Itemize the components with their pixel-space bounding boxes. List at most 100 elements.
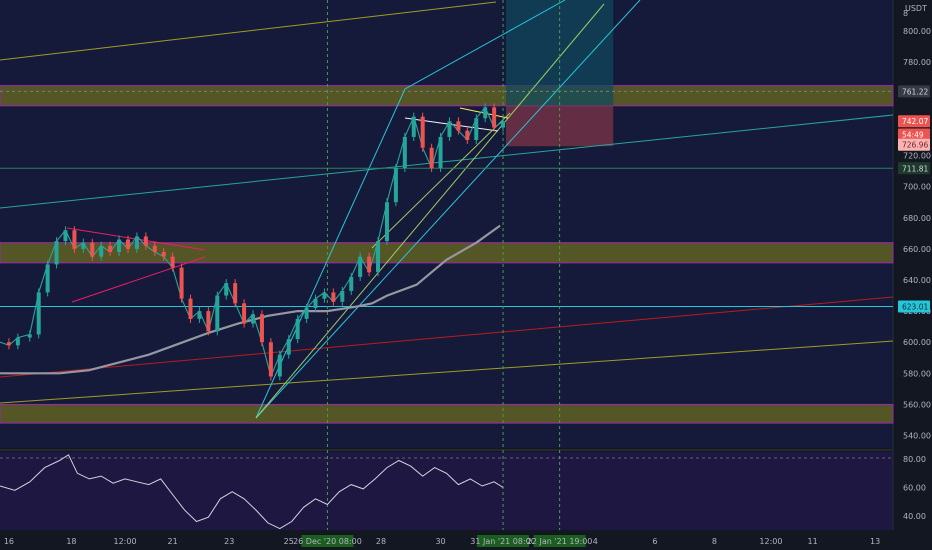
- oscillator-pane: [0, 452, 893, 530]
- long-trend-line-lower[interactable]: [0, 340, 894, 404]
- candle-body: [81, 242, 86, 249]
- candle-body: [63, 230, 68, 242]
- price-tick-label: 660.00: [903, 245, 931, 254]
- candle-body: [483, 107, 488, 119]
- time-highlight-label-1: 26 Dec '20 08:00: [293, 537, 362, 546]
- wedge-lower[interactable]: [71, 256, 206, 303]
- support-resistance-zones: [0, 85, 894, 424]
- top-tick-label: 8: [903, 9, 908, 18]
- candle-body: [331, 292, 336, 302]
- candle-body: [188, 298, 193, 319]
- candle-body: [72, 230, 77, 249]
- candle-body: [90, 242, 95, 257]
- price-tag-5: 711.81: [902, 164, 928, 173]
- time-tick-label: 18: [66, 537, 76, 546]
- long-trend-line-green[interactable]: [0, 114, 894, 209]
- time-tick-label: 12:00: [113, 537, 136, 546]
- oscillator-tick-label: 80.00: [903, 455, 926, 464]
- oscillator-tick-label: 40.00: [903, 512, 926, 521]
- candle-body: [233, 283, 238, 304]
- price-tag-2: 742.07: [902, 117, 928, 126]
- price-tag-1: 761.22: [902, 87, 928, 96]
- candle-body: [161, 252, 166, 257]
- vertical-markers[interactable]: [326, 0, 561, 530]
- candle-body: [376, 241, 381, 273]
- time-tick-label: 11: [808, 537, 818, 546]
- time-tick-label: 13: [870, 537, 880, 546]
- time-tick-label: 6: [652, 537, 657, 546]
- price-tag-bg-4: [898, 138, 930, 151]
- oscillator-tick-label: 60.00: [903, 483, 926, 492]
- price-tick-label: 700.00: [903, 183, 931, 192]
- time-highlight-bg-2: [477, 535, 530, 547]
- candle-body: [438, 136, 443, 168]
- time-tick-label: 23: [224, 537, 234, 546]
- time-tick-label: 4: [593, 537, 598, 546]
- candle-body: [295, 318, 300, 340]
- channel-line-2[interactable]: [255, 0, 641, 419]
- candle-body: [54, 241, 59, 265]
- time-highlight-label-3: 22 Jan '21 19:00: [527, 537, 593, 546]
- candle-body: [197, 311, 202, 319]
- candle-body: [125, 239, 130, 249]
- price-tag-bg-5: [898, 162, 930, 175]
- time-tick-label: 25: [284, 537, 294, 546]
- pennant-upper[interactable]: [404, 117, 499, 132]
- time-tick-label: 30: [435, 537, 445, 546]
- zone-2: [0, 242, 894, 264]
- long-trend-line-upper[interactable]: [0, 1, 497, 61]
- time-tick-label: 12:00: [759, 537, 782, 546]
- candle-body: [286, 339, 291, 355]
- price-tick-label: 640.00: [903, 276, 931, 285]
- candle-body: [411, 116, 416, 137]
- currency-label: USDT: [905, 4, 927, 13]
- candle-body: [170, 256, 175, 268]
- candle-body: [215, 295, 220, 332]
- candle-body: [420, 116, 425, 148]
- channel-line-3[interactable]: [255, 3, 605, 419]
- time-tick-label: 8: [712, 537, 717, 546]
- price-tick-label: 800.00: [903, 27, 931, 36]
- candle-body: [384, 202, 389, 242]
- time-highlight-bg-3: [533, 535, 586, 547]
- candle-body: [179, 267, 184, 299]
- price-tag-bg-3: [898, 128, 930, 141]
- candle-body: [456, 121, 461, 131]
- candle-body: [99, 245, 104, 257]
- candle-body: [15, 337, 20, 346]
- position-target-zone[interactable]: [506, 0, 614, 106]
- candle-body: [117, 239, 122, 252]
- price-tick-label: 540.00: [903, 432, 931, 441]
- candle-body: [268, 342, 273, 377]
- time-tick-label: 21: [168, 537, 178, 546]
- candle-body: [27, 334, 32, 338]
- candle-body: [108, 245, 113, 252]
- time-highlight-bg-1: [301, 535, 354, 547]
- candle-body: [393, 168, 398, 203]
- price-tick-label: 560.00: [903, 400, 931, 409]
- price-tag-6: 623.01: [902, 302, 928, 311]
- candle-body: [251, 314, 256, 324]
- horizontal-levels[interactable]: [0, 90, 893, 307]
- price-tag-3: 54:49: [902, 131, 924, 140]
- candle-body: [429, 147, 434, 168]
- candle-body: [277, 354, 282, 377]
- price-tick-label: 780.00: [903, 58, 931, 67]
- long-trend-line-red[interactable]: [0, 296, 894, 378]
- candle-body: [152, 245, 157, 252]
- price-pane: [0, 0, 893, 448]
- candle-body: [143, 236, 148, 246]
- candle-body: [206, 311, 211, 332]
- price-tick-label: 680.00: [903, 214, 931, 223]
- time-highlight-label-2: 31 Jan '21 08:00: [470, 537, 536, 546]
- candle-body: [224, 283, 229, 296]
- zone-1: [0, 85, 894, 107]
- candle-body: [358, 256, 363, 277]
- time-tick-label: 16: [4, 537, 14, 546]
- pennant-lower[interactable]: [371, 112, 511, 249]
- price-tick-label: 580.00: [903, 369, 931, 378]
- candle-body: [367, 256, 372, 273]
- price-tick-label: 600.00: [903, 338, 931, 347]
